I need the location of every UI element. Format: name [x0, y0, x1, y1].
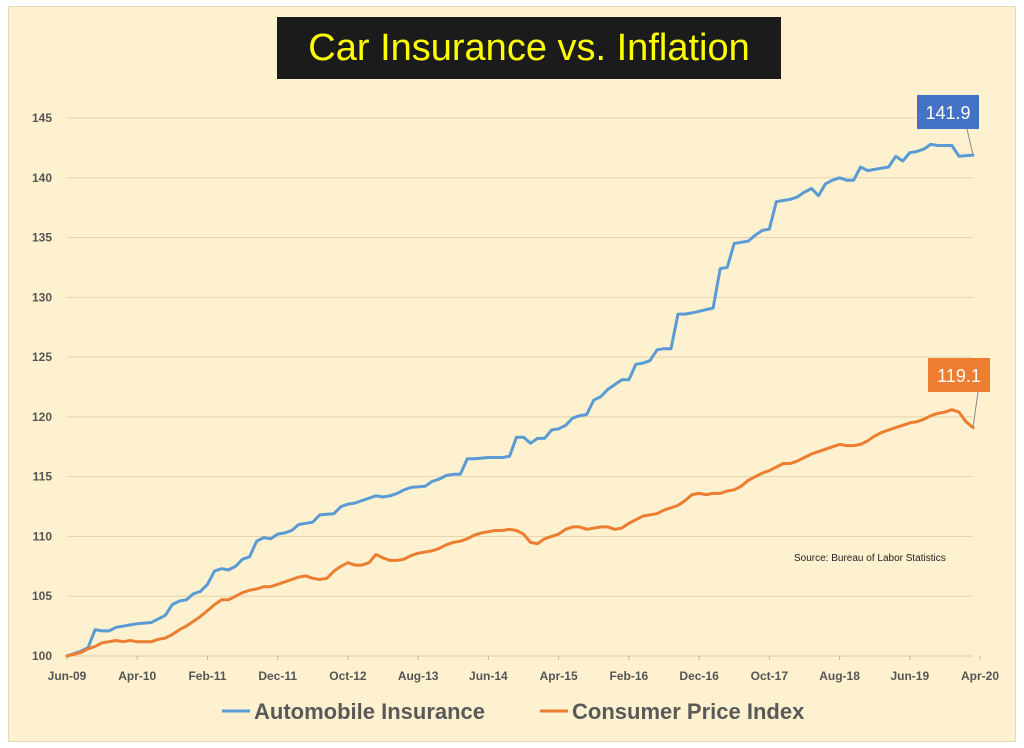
callout-leader — [972, 391, 979, 428]
y-tick-label: 130 — [32, 290, 52, 304]
y-tick-label: 105 — [32, 589, 52, 603]
callout-box — [928, 358, 990, 392]
legend-label: Automobile Insurance — [254, 699, 485, 724]
end-value-label: 141.9 — [925, 103, 970, 123]
x-tick-label: Jun-19 — [890, 669, 929, 683]
source-note: Source: Bureau of Labor Statistics — [794, 553, 946, 564]
x-tick-label: Feb-11 — [188, 669, 226, 683]
y-tick-label: 100 — [32, 649, 52, 663]
series-line-automobile-insurance — [65, 142, 975, 658]
y-tick-label: 115 — [33, 470, 53, 484]
x-tick-label: Jun-09 — [48, 669, 87, 683]
gridlines — [67, 117, 973, 657]
y-tick-label: 110 — [33, 529, 53, 543]
x-tick-label: Apr-10 — [118, 669, 156, 683]
chart-background — [8, 6, 1016, 742]
legend-label: Consumer Price Index — [572, 699, 805, 724]
x-tick-label: Oct-17 — [751, 669, 789, 683]
x-tick-label: Aug-18 — [819, 669, 860, 683]
x-tick-label: Jun-14 — [469, 669, 508, 683]
x-tick-label: Dec-11 — [258, 669, 297, 683]
x-tick-label: Aug-13 — [398, 669, 439, 683]
x-tick-label: Dec-16 — [679, 669, 719, 683]
x-axis: Jun-09 Apr-10 Feb-11 Dec-11 Oct-12 Aug-13 Jun-… — [48, 655, 999, 683]
y-tick-label: 135 — [32, 231, 52, 245]
chart-title: Car Insurance vs. Inflation — [277, 17, 781, 79]
y-tick-label: 120 — [32, 410, 52, 424]
y-tick-label: 140 — [32, 171, 52, 185]
y-tick-label: 145 — [32, 111, 52, 125]
series-lines — [65, 142, 975, 658]
end-value-callouts: 141.9 119.1 — [917, 95, 990, 428]
x-tick-label: Apr-15 — [540, 669, 578, 683]
x-tick-label: Apr-20 — [961, 669, 999, 683]
x-tick-label: Oct-12 — [329, 669, 367, 683]
x-tick-label: Feb-16 — [610, 669, 649, 683]
y-tick-label: 125 — [32, 350, 52, 364]
legend: Automobile Insurance Consumer Price Index — [222, 699, 805, 724]
series-line-consumer-price-index — [65, 408, 975, 658]
end-value-label: 119.1 — [937, 366, 981, 386]
callout-box — [917, 95, 979, 129]
callout-leader — [966, 128, 974, 156]
y-axis: 100 105 110 115 120 125 130 135 140 145 — [32, 111, 52, 663]
